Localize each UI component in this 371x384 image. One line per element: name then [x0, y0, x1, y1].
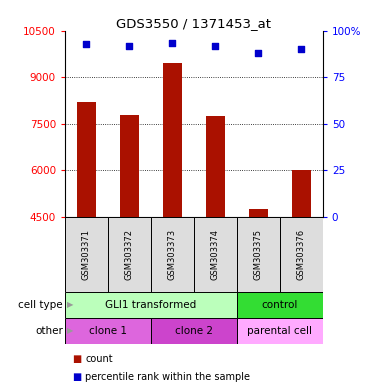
- Point: [212, 43, 218, 49]
- Text: GSM303374: GSM303374: [211, 229, 220, 280]
- Bar: [237, 217, 280, 292]
- Point: [298, 46, 304, 53]
- Text: GSM303373: GSM303373: [168, 229, 177, 280]
- Bar: [151, 318, 237, 344]
- Bar: [237, 292, 323, 318]
- Text: ■: ■: [72, 372, 82, 382]
- Text: GSM303376: GSM303376: [297, 229, 306, 280]
- Text: ▶: ▶: [67, 300, 73, 310]
- Bar: [65, 318, 151, 344]
- Bar: [151, 217, 194, 292]
- Text: count: count: [85, 354, 113, 364]
- Bar: [120, 114, 139, 217]
- Text: cell type: cell type: [19, 300, 63, 310]
- Bar: [249, 209, 268, 217]
- Text: GSM303371: GSM303371: [82, 229, 91, 280]
- Text: GLI1 transformed: GLI1 transformed: [105, 300, 197, 310]
- Bar: [206, 116, 225, 217]
- Point: [255, 50, 261, 56]
- Bar: [65, 292, 237, 318]
- Title: GDS3550 / 1371453_at: GDS3550 / 1371453_at: [116, 17, 271, 30]
- Text: control: control: [262, 300, 298, 310]
- Bar: [194, 217, 237, 292]
- Text: ■: ■: [72, 354, 82, 364]
- Bar: [108, 217, 151, 292]
- Bar: [237, 318, 323, 344]
- Text: ▶: ▶: [67, 326, 73, 336]
- Bar: [292, 170, 311, 217]
- Bar: [163, 63, 182, 217]
- Bar: [77, 102, 96, 217]
- Text: clone 2: clone 2: [175, 326, 213, 336]
- Bar: [65, 217, 108, 292]
- Point: [127, 43, 132, 49]
- Point: [170, 40, 175, 46]
- Text: other: other: [35, 326, 63, 336]
- Text: clone 1: clone 1: [89, 326, 127, 336]
- Text: GSM303372: GSM303372: [125, 229, 134, 280]
- Text: percentile rank within the sample: percentile rank within the sample: [85, 372, 250, 382]
- Bar: [280, 217, 323, 292]
- Text: parental cell: parental cell: [247, 326, 312, 336]
- Text: GSM303375: GSM303375: [254, 229, 263, 280]
- Point: [83, 41, 89, 47]
